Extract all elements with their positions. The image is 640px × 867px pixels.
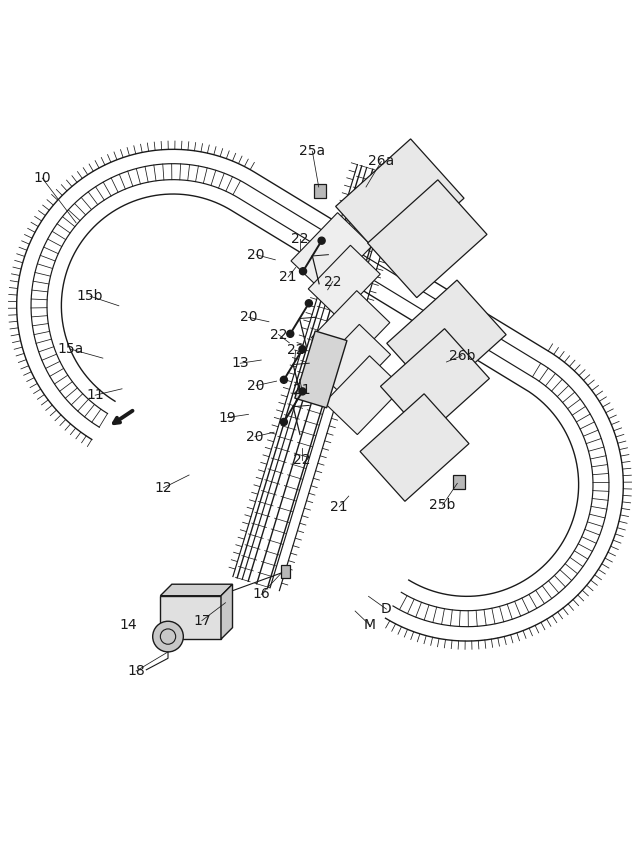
Text: M: M [364, 618, 376, 632]
Text: 20: 20 [248, 248, 265, 262]
Circle shape [299, 346, 306, 353]
Bar [161, 596, 221, 639]
Text: 21: 21 [279, 270, 297, 284]
Text: 22: 22 [291, 231, 308, 245]
Text: 11: 11 [86, 388, 104, 402]
Text: 14: 14 [120, 618, 137, 632]
Polygon shape [387, 280, 506, 398]
Text: 19: 19 [218, 411, 236, 425]
Text: 18: 18 [127, 664, 145, 678]
Circle shape [287, 330, 294, 337]
Text: 12: 12 [155, 481, 172, 495]
Text: 16: 16 [252, 588, 270, 602]
Bar [314, 184, 326, 198]
Circle shape [280, 419, 287, 426]
Polygon shape [291, 212, 372, 294]
Text: 17: 17 [193, 614, 211, 628]
Text: 22: 22 [269, 328, 287, 342]
Circle shape [305, 300, 312, 307]
Text: 22: 22 [324, 275, 342, 289]
Text: 22: 22 [293, 453, 311, 467]
Circle shape [318, 238, 325, 244]
Text: 25a: 25a [300, 144, 325, 159]
Text: D: D [381, 602, 392, 616]
Text: 13: 13 [232, 356, 249, 370]
Text: 21: 21 [293, 383, 311, 397]
Text: 22: 22 [287, 343, 305, 357]
Polygon shape [381, 329, 490, 436]
Text: 26b: 26b [449, 349, 475, 362]
Text: 10: 10 [33, 171, 51, 185]
Bar [281, 565, 291, 577]
Polygon shape [367, 179, 487, 297]
Polygon shape [316, 324, 390, 400]
Polygon shape [161, 584, 232, 596]
Polygon shape [221, 584, 232, 639]
Text: 26a: 26a [368, 154, 394, 168]
Polygon shape [312, 290, 390, 369]
Circle shape [153, 622, 183, 652]
Text: 25b: 25b [429, 498, 456, 512]
Circle shape [300, 268, 307, 275]
Circle shape [280, 376, 287, 383]
Text: 20: 20 [240, 310, 257, 324]
Text: 15b: 15b [77, 290, 103, 303]
Text: 20: 20 [248, 379, 265, 393]
Bar [454, 475, 465, 489]
Text: 20: 20 [246, 430, 264, 444]
Polygon shape [360, 394, 469, 501]
Polygon shape [295, 331, 347, 407]
Circle shape [299, 388, 306, 394]
Text: 21: 21 [330, 500, 348, 514]
Polygon shape [308, 245, 380, 317]
Text: 15a: 15a [58, 342, 84, 356]
Polygon shape [324, 355, 403, 434]
Polygon shape [335, 139, 464, 266]
